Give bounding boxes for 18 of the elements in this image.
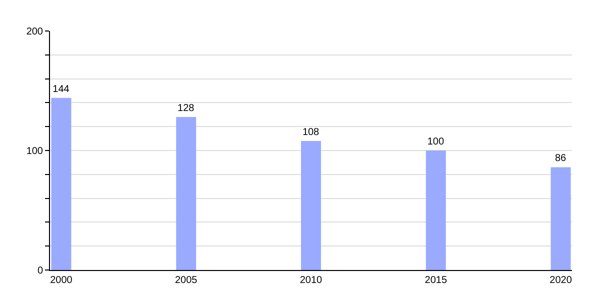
bar [176, 117, 196, 270]
bar [550, 167, 571, 270]
x-tick-label: 2005 [174, 275, 198, 286]
y-tick-label: 100 [26, 146, 44, 157]
bar [301, 140, 321, 270]
data-label: 100 [427, 136, 444, 148]
x-tick-label: 2010 [300, 275, 323, 286]
x-tick-label: 2000 [50, 275, 73, 286]
y-tick-label: 0 [37, 266, 44, 276]
bar [51, 98, 72, 270]
y-tick-label: 200 [26, 26, 44, 38]
x-tick-label: 2015 [424, 275, 448, 286]
x-tick-label: 2020 [550, 275, 572, 286]
data-label: 86 [554, 153, 567, 164]
data-label: 144 [52, 84, 70, 95]
data-label: 108 [302, 126, 320, 138]
data-label: 128 [178, 103, 195, 114]
bar [426, 150, 446, 270]
